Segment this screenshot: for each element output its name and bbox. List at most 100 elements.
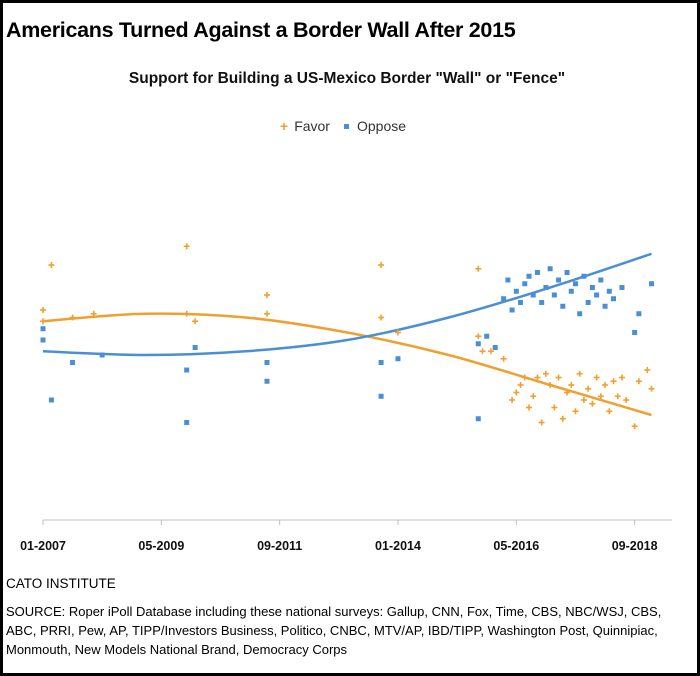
oppose-point: [547, 266, 553, 272]
oppose-point: [40, 337, 46, 343]
oppose-point: [475, 341, 481, 347]
favor-point: [530, 393, 537, 400]
oppose-point: [543, 285, 549, 290]
oppose-point: [492, 345, 498, 350]
oppose-point: [636, 311, 642, 317]
oppose-point: [649, 281, 655, 287]
favor-point: [631, 423, 638, 430]
favor-point: [585, 385, 592, 392]
favor-point: [559, 415, 566, 422]
oppose-point: [184, 367, 190, 373]
oppose-point: [564, 270, 570, 275]
favor-point: [644, 367, 651, 373]
oppose-point: [530, 292, 536, 298]
oppose-point: [509, 307, 515, 313]
oppose-point: [40, 326, 46, 332]
favor-point: [547, 382, 554, 388]
oppose-point: [70, 360, 76, 365]
favor-point: [551, 404, 558, 411]
oppose-point: [513, 288, 519, 294]
favor-point: [602, 382, 609, 388]
chart-title: Support for Building a US-Mexico Border …: [128, 70, 566, 87]
favor-point: [192, 318, 199, 325]
oppose-point: [572, 281, 578, 287]
x-tick-label: 01-2007: [20, 539, 66, 553]
favor-point: [606, 408, 613, 415]
oppose-point: [619, 285, 625, 290]
oppose-point: [192, 345, 198, 350]
oppose-point: [585, 300, 591, 305]
oppose-point: [539, 300, 545, 305]
oppose-point: [484, 333, 490, 339]
favor-point: [378, 314, 385, 321]
favor-point: [525, 404, 532, 411]
favor-point: [509, 397, 516, 403]
oppose-point: [99, 352, 105, 358]
favor-point: [475, 333, 482, 340]
oppose-point: [598, 277, 604, 283]
oppose-point: [518, 300, 524, 305]
favor-point: [475, 265, 482, 272]
oppose-point: [589, 285, 595, 290]
source-note: SOURCE: Roper iPoll Database including t…: [6, 604, 662, 657]
source-organization: CATO INSTITUTE: [6, 576, 116, 591]
favor-point: [378, 262, 385, 268]
oppose-point: [606, 288, 612, 294]
oppose-point: [395, 356, 401, 362]
favor-point: [614, 393, 621, 400]
x-tick-label: 09-2018: [612, 539, 658, 553]
favor-point: [555, 374, 562, 381]
favor-point: [576, 370, 583, 377]
oppose-trend-line: [42, 252, 652, 357]
favor-point: [40, 318, 46, 325]
favor-point: [48, 262, 55, 268]
favor-point: [394, 329, 401, 336]
favor-point: [572, 408, 579, 415]
favor-point: [513, 389, 520, 396]
legend-oppose-marker: [343, 123, 349, 129]
favor-point: [568, 382, 575, 388]
favor-point: [500, 355, 507, 362]
oppose-point: [505, 277, 511, 283]
x-tick-label: 01-2014: [375, 539, 421, 553]
favor-point: [479, 348, 486, 355]
oppose-point: [551, 292, 557, 298]
oppose-point: [501, 296, 507, 302]
favor-point: [610, 378, 617, 385]
favor-point: [517, 382, 524, 388]
favor-point: [618, 374, 625, 381]
legend-entry-oppose: Oppose: [343, 118, 407, 134]
legend-oppose-label: Oppose: [356, 118, 407, 134]
favor-point: [183, 243, 190, 250]
favor-point: [589, 400, 596, 407]
favor-point: [597, 393, 604, 400]
favor-point: [521, 374, 528, 381]
x-tick-label: 09-2011: [257, 539, 302, 553]
favor-point: [90, 310, 97, 317]
oppose-point: [378, 360, 384, 365]
chart-legend: + Favor Oppose: [280, 118, 420, 134]
x-tick-label: 05-2009: [138, 539, 184, 553]
x-tick-label: 05-2016: [493, 539, 539, 553]
page-title: Americans Turned Against a Border Wall A…: [6, 18, 516, 42]
oppose-point: [378, 393, 384, 399]
favor-point: [538, 419, 545, 426]
oppose-point: [568, 288, 574, 294]
favor-point: [580, 397, 587, 403]
favor-point: [69, 314, 76, 321]
favor-point: [263, 292, 270, 298]
oppose-point: [475, 416, 481, 422]
oppose-point: [264, 378, 270, 384]
favor-point: [564, 389, 571, 396]
oppose-point: [611, 296, 617, 302]
favor-trend-line: [42, 312, 652, 417]
oppose-point: [184, 420, 190, 425]
favor-point: [648, 385, 655, 392]
legend-favor-marker: +: [280, 118, 289, 134]
favor-point: [593, 374, 600, 381]
favor-point: [542, 370, 549, 377]
favor-point: [40, 307, 46, 313]
oppose-point: [581, 273, 587, 279]
favor-point: [183, 310, 190, 317]
